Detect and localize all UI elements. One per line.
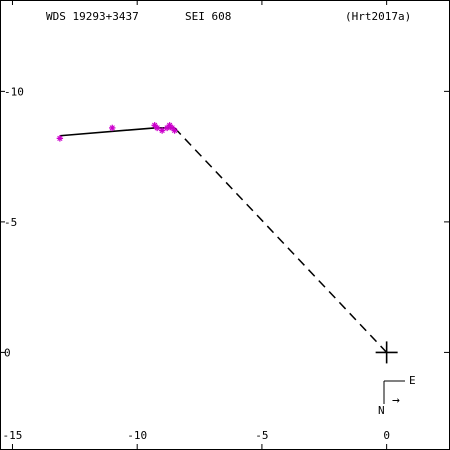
- y-tick-label: 0: [4, 346, 11, 359]
- y-tick-label: -5: [4, 216, 17, 229]
- y-tick-label: -10: [4, 85, 24, 98]
- observation-stroke: [166, 122, 173, 128]
- observation-stroke: [152, 122, 158, 128]
- primary-star-marker: [375, 341, 398, 364]
- compass-east-label: E: [409, 374, 416, 387]
- x-tick-label: -5: [255, 429, 268, 442]
- x-tick-label: -10: [127, 429, 147, 442]
- observation-point: [153, 124, 161, 132]
- x-tick-label: -15: [3, 429, 23, 442]
- wds-id-label: WDS 19293+3437: [46, 10, 139, 23]
- reference-label: (Hrt2017a): [345, 10, 411, 23]
- observation-stroke: [154, 125, 160, 131]
- observation-stroke: [169, 125, 175, 131]
- compass-arrow-icon: →: [392, 393, 400, 408]
- discoverer-label: SEI 608: [185, 10, 231, 23]
- observation-point: [56, 135, 64, 142]
- observation-point: [158, 127, 166, 134]
- observation-point: [109, 124, 116, 132]
- observation-stroke: [171, 127, 178, 134]
- compass-north-label: N: [378, 404, 385, 417]
- observation-point: [171, 127, 178, 134]
- periastron-connector-line: [174, 127, 388, 353]
- observation-stroke: [57, 135, 63, 141]
- data-marks: [56, 122, 398, 364]
- observation-stroke: [159, 127, 165, 134]
- observation-stroke: [109, 125, 115, 131]
- compass: E N →: [378, 374, 416, 417]
- x-tick-label: 0: [383, 429, 390, 442]
